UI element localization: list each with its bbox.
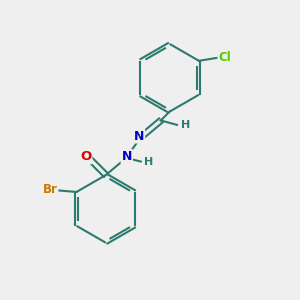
Text: Cl: Cl — [218, 51, 231, 64]
Text: N: N — [122, 150, 132, 163]
Text: Br: Br — [43, 183, 57, 196]
Text: N: N — [134, 130, 144, 142]
Text: O: O — [80, 150, 92, 163]
Text: H: H — [181, 120, 190, 130]
Text: H: H — [144, 157, 153, 166]
